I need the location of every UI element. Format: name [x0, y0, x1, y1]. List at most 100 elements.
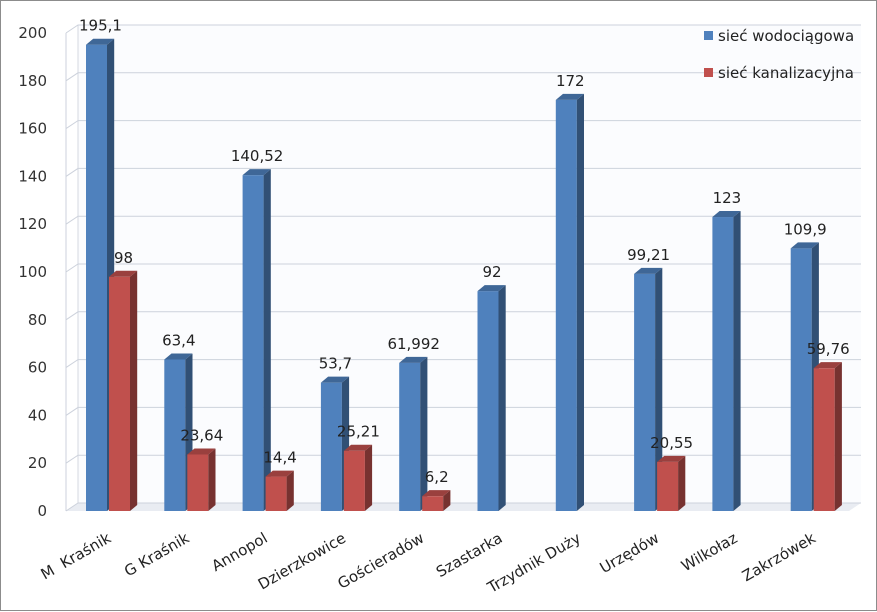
- data-label: 53,7: [319, 355, 352, 373]
- y-tick-label: 180: [18, 72, 47, 90]
- x-tick-label: Gościeradów: [335, 529, 428, 593]
- data-label: 14,4: [263, 449, 296, 467]
- legend-swatch-water: [704, 31, 713, 40]
- bar-front: [265, 476, 287, 511]
- bar: [343, 444, 373, 511]
- bar-front: [634, 273, 656, 511]
- bar-top: [343, 444, 373, 451]
- x-tick-label: G Kraśnik: [121, 529, 192, 581]
- bar-side: [655, 267, 663, 511]
- bar-side: [498, 285, 506, 511]
- data-labels: 195,1 98 63,4 23,64 140,52 14,4 53,7 25,21 61,99…: [79, 17, 850, 486]
- data-label: 140,52: [231, 147, 284, 165]
- bar-side: [443, 490, 451, 511]
- legend: sieć wodociągowa sieć kanalizacyjna: [704, 27, 854, 82]
- gridline: [65, 359, 861, 369]
- bar-top: [242, 169, 271, 176]
- legend-label-sewer: sieć kanalizacyjna: [718, 64, 854, 82]
- gridline: [65, 502, 861, 512]
- bar: [399, 356, 428, 511]
- bar-top: [187, 448, 216, 455]
- legend-swatch-sewer: [704, 68, 713, 77]
- bar-front: [187, 454, 209, 511]
- x-axis-labels: M Kraśnik G Kraśnik AnnopolDzierzkowiceGoś…: [38, 529, 819, 597]
- data-label: 23,64: [180, 427, 223, 445]
- x-tick-label: M Kraśnik: [38, 529, 115, 584]
- data-label: 59,76: [807, 340, 850, 358]
- bar-front: [86, 44, 107, 511]
- x-tick-label: Annopol: [208, 529, 270, 575]
- bar-front: [109, 276, 130, 511]
- bar-top: [477, 285, 506, 292]
- gridline: [65, 263, 861, 273]
- y-tick-label: 120: [18, 215, 47, 233]
- bar: [477, 285, 506, 511]
- gridline: [65, 167, 861, 177]
- bar-front: [399, 362, 421, 511]
- bar-side: [834, 362, 842, 511]
- y-tick-label: 100: [18, 263, 47, 281]
- y-tick-label: 140: [18, 167, 47, 185]
- bar: [187, 448, 216, 511]
- data-label: 195,1: [79, 17, 122, 35]
- bar-side: [420, 356, 428, 511]
- gridline: [65, 311, 861, 321]
- gridline: [65, 72, 861, 82]
- bar: [555, 93, 584, 512]
- bar-front: [477, 291, 499, 511]
- data-label: 61,992: [387, 335, 440, 353]
- gridline: [65, 454, 861, 464]
- gridline: [65, 215, 861, 225]
- bar-side: [130, 270, 138, 511]
- bar-side: [364, 444, 373, 511]
- bar-front: [242, 175, 264, 511]
- x-tick-label: Dzierzkowice: [255, 529, 349, 594]
- data-label: 109,9: [784, 220, 827, 238]
- gridline: [65, 406, 861, 416]
- gridline: [65, 24, 861, 34]
- data-label: 172: [556, 72, 585, 90]
- data-label: 123: [713, 189, 742, 207]
- bar-front: [657, 461, 679, 511]
- x-tick-label: Urzędów: [597, 529, 662, 577]
- bar-top: [555, 93, 584, 100]
- bar: [813, 362, 842, 511]
- bar-front: [555, 99, 577, 512]
- bar-side: [208, 448, 216, 511]
- bar-top: [712, 211, 741, 218]
- y-axis: 0 20 40 60 80 100 120 140 160 180 200: [18, 24, 67, 520]
- gridline: [65, 120, 861, 130]
- bar-top: [634, 267, 663, 274]
- bar-top: [320, 376, 350, 383]
- bars: [86, 38, 842, 512]
- bar-front: [164, 359, 186, 511]
- bar: [265, 470, 294, 511]
- bar-top: [813, 362, 842, 369]
- bar-top: [399, 356, 428, 363]
- y-tick-label: 20: [28, 454, 47, 472]
- bar-front: [343, 450, 365, 511]
- gridlines: [65, 24, 861, 512]
- y-tick-label: 80: [28, 311, 47, 329]
- y-tick-label: 160: [18, 120, 47, 138]
- bar-top: [86, 38, 115, 45]
- bar-front: [712, 217, 734, 511]
- legend-label-water: sieć wodociągowa: [718, 27, 854, 45]
- bar-top: [109, 270, 138, 277]
- bar: [242, 169, 271, 511]
- y-tick-label: 40: [28, 406, 47, 424]
- data-label: 92: [482, 263, 501, 281]
- x-tick-label: Szastarka: [433, 529, 505, 581]
- y-tick-label: 60: [28, 359, 47, 377]
- bar: [657, 455, 686, 511]
- bar-side: [286, 470, 294, 511]
- bar-side: [678, 455, 686, 511]
- bar: [634, 267, 663, 511]
- data-label: 63,4: [162, 331, 195, 349]
- bar-side: [263, 169, 271, 511]
- bar-front: [790, 248, 812, 512]
- bar-top: [422, 490, 451, 497]
- data-label: 25,21: [337, 423, 380, 441]
